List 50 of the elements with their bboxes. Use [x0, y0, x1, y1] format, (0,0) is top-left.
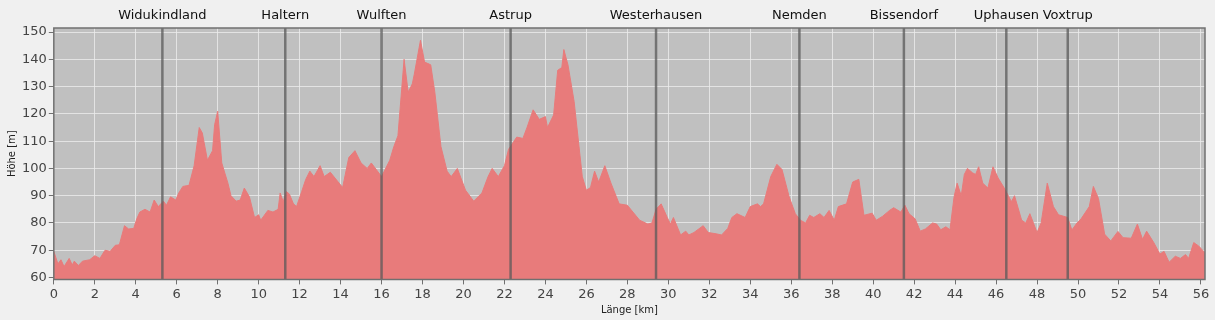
x-tick-label: 56 [1192, 285, 1210, 301]
x-tick-label: 8 [213, 285, 222, 301]
ref-line-label: Uphausen [973, 6, 1039, 22]
x-tick-label: 54 [1151, 285, 1169, 301]
x-tick-label: 6 [172, 285, 181, 301]
x-tick-label: 12 [291, 285, 308, 301]
x-tick-label: 34 [741, 285, 759, 301]
x-tick-label: 38 [823, 285, 841, 301]
x-tick-label: 26 [578, 285, 595, 301]
x-tick-label: 32 [701, 285, 718, 301]
y-tick-label: 110 [21, 132, 47, 148]
x-tick-label: 20 [455, 285, 472, 301]
y-tick-label: 150 [21, 23, 47, 39]
ref-line-label: Haltern [261, 6, 310, 22]
ref-line-label: Voxtrup [1042, 6, 1093, 22]
x-tick-label: 48 [1028, 285, 1046, 301]
ref-line-label: Westerhausen [609, 6, 703, 22]
y-tick-label: 90 [30, 187, 47, 203]
y-tick-label: 130 [21, 78, 47, 93]
y-tick-label: 70 [30, 241, 47, 257]
ref-line-label: Wulften [356, 6, 407, 22]
x-tick-label: 24 [537, 285, 554, 301]
ref-line-label: Widukindland [118, 6, 207, 22]
x-tick-label: 30 [660, 285, 677, 301]
x-tick-label: 46 [987, 285, 1005, 301]
x-tick-label: 40 [864, 285, 882, 301]
x-tick-label: 50 [1069, 285, 1087, 301]
y-axis-title: Höhe [m] [5, 130, 17, 178]
x-tick-label: 16 [373, 285, 390, 301]
x-tick-label: 42 [905, 285, 923, 301]
y-tick-label: 120 [21, 105, 47, 121]
x-tick-label: 4 [131, 285, 140, 301]
x-tick-label: 2 [90, 285, 99, 301]
x-tick-label: 36 [782, 285, 800, 301]
x-tick-label: 22 [496, 285, 513, 301]
ref-line-label: Bissendorf [869, 6, 939, 22]
x-axis-title: Länge [km] [600, 303, 659, 315]
y-tick-label: 100 [21, 159, 47, 175]
x-tick-label: 10 [250, 285, 267, 301]
x-tick-label: 0 [49, 285, 58, 301]
x-tick-label: 52 [1110, 285, 1128, 301]
y-tick-label: 80 [30, 214, 47, 230]
y-tick-label: 60 [30, 268, 47, 284]
ref-line-label: Astrup [489, 6, 532, 22]
x-tick-label: 28 [619, 285, 636, 301]
x-tick-label: 44 [946, 285, 964, 301]
x-tick-label: 18 [414, 285, 431, 301]
ref-line-label: Nemden [771, 6, 827, 22]
x-tick-label: 14 [332, 285, 349, 301]
y-tick-label: 140 [21, 50, 47, 66]
